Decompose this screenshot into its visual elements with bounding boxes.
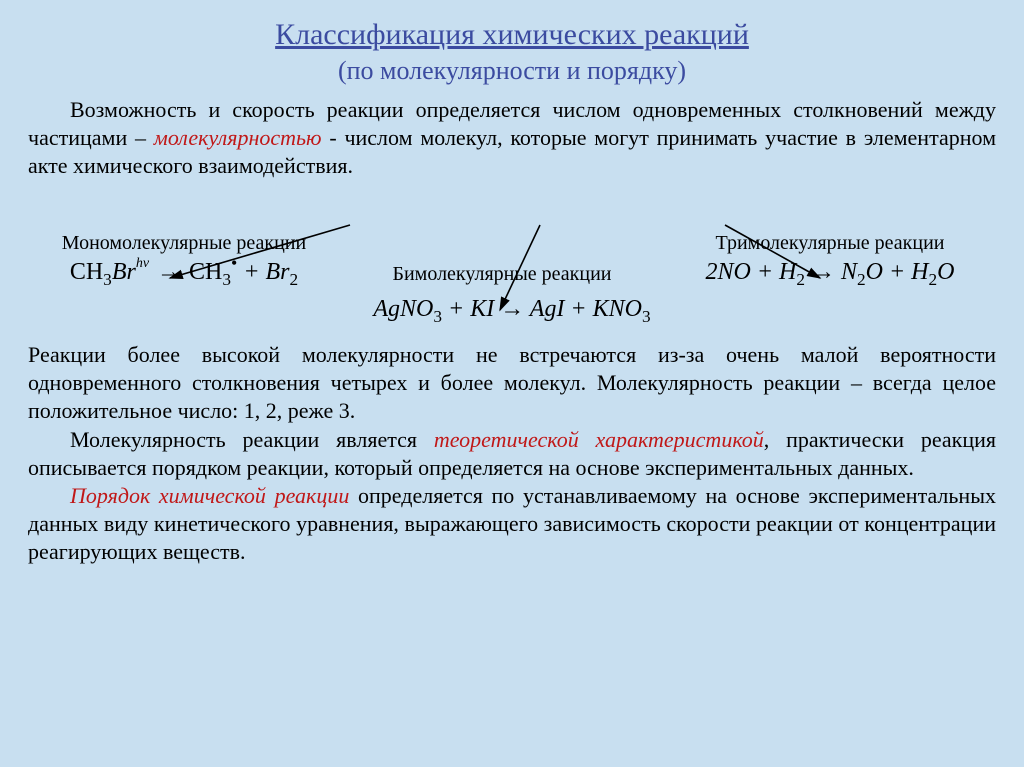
mono-label: Мономолекулярные реакции [34,232,334,255]
tri-label: Тримолекулярные реакции [670,232,990,255]
p3-pre: Молекулярность реакции является [70,427,434,452]
bi-column: Бимолекулярные реакции [352,263,652,290]
mono-column: Мономолекулярные реакции CH3Br hν→ CH3• … [34,232,334,290]
bi-equation: AgNO3 + KI → AgI + KNO3 [28,296,996,327]
reaction-types-row: Мономолекулярные реакции CH3Br hν→ CH3• … [28,232,996,290]
paragraph-2: Реакции более высокой молекулярности не … [28,341,996,425]
mono-equation: CH3Br hν→ CH3• + Br2 [34,259,334,290]
page-subtitle: (по молекулярности и порядку) [28,56,996,86]
paragraph-3: Молекулярность реакции является теоретич… [28,426,996,482]
intro-highlight: молекулярностью [154,125,322,150]
paragraph-4: Порядок химической реакции определяется … [28,482,996,566]
p3-highlight: теоретической характеристикой [434,427,764,452]
intro-paragraph: Возможность и скорость реакции определяе… [28,96,996,180]
tri-column: Тримолекулярные реакции 2NO + H2 → N2O +… [670,232,990,290]
page-title: Классификация химических реакций [28,18,996,52]
p4-highlight: Порядок химической реакции [70,483,349,508]
tri-equation: 2NO + H2 → N2O + H2O [670,259,990,290]
bi-label: Бимолекулярные реакции [352,263,652,286]
